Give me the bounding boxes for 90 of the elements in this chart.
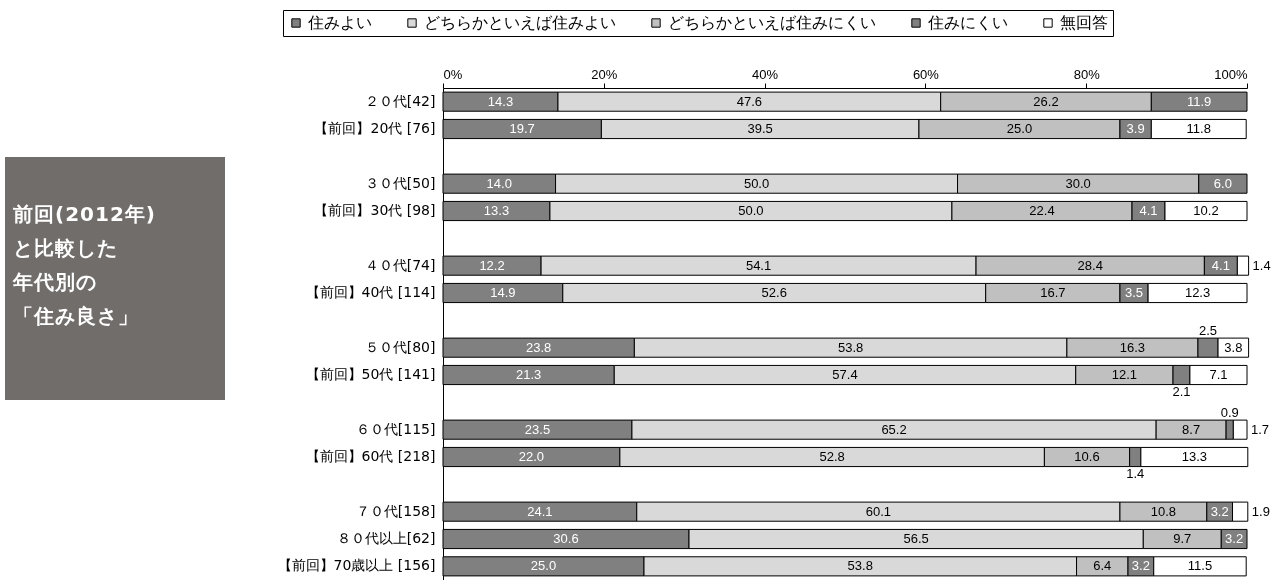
- data-label: 3.2: [1225, 531, 1244, 546]
- data-label: 23.5: [524, 421, 551, 437]
- data-label: 10.6: [1074, 449, 1100, 464]
- data-label: 50.0: [743, 175, 770, 191]
- data-label: 8.7: [1182, 421, 1201, 437]
- legend-label: 住みにくい: [927, 13, 1008, 32]
- data-label: 56.5: [903, 531, 929, 546]
- y-tick-label: ２０代[42]: [364, 92, 436, 109]
- data-label: 23.8: [526, 339, 552, 355]
- data-label: 14.9: [490, 285, 516, 300]
- data-label: 1.4: [1252, 257, 1271, 273]
- data-label: 1.4: [1126, 466, 1145, 481]
- data-label: 22.4: [1029, 203, 1055, 218]
- data-label: 22.0: [518, 449, 545, 464]
- text: 年代別の: [13, 269, 98, 296]
- data-label: 12.3: [1184, 285, 1211, 300]
- data-label: 2.5: [1198, 322, 1218, 338]
- data-label: 11.5: [1187, 558, 1213, 574]
- legend-label: どちらかといえば住みにくい: [668, 13, 876, 32]
- data-label: 60.1: [865, 503, 892, 519]
- data-label: 3.5: [1125, 285, 1144, 300]
- data-label: 3.2: [1210, 503, 1229, 519]
- data-label: 25.0: [1006, 121, 1033, 136]
- data-label: 24.1: [527, 503, 553, 519]
- y-tick-label: 【前回】30代 [98]: [314, 202, 436, 218]
- data-label: 54.1: [745, 257, 772, 273]
- x-tick-label: 40%: [752, 66, 779, 82]
- data-label: 9.7: [1173, 531, 1192, 546]
- data-label: 16.3: [1119, 339, 1146, 355]
- y-tick-label: 【前回】20代 [76]: [314, 120, 436, 136]
- data-label: 3.2: [1131, 558, 1150, 574]
- data-label: 13.3: [483, 203, 510, 218]
- data-label: 0.9: [1220, 404, 1239, 420]
- data-label: 10.2: [1193, 203, 1219, 218]
- data-label: 11.8: [1186, 121, 1211, 136]
- y-tick-label: ３０代[50]: [364, 174, 436, 191]
- data-label: 53.8: [837, 339, 864, 355]
- data-label: 3.9: [1126, 121, 1145, 136]
- data-label: 65.2: [881, 421, 907, 437]
- data-label: 57.4: [832, 367, 858, 382]
- y-tick-label: 【前回】60代 [218]: [305, 448, 436, 464]
- data-label: 11.9: [1186, 93, 1212, 109]
- data-label: 14.0: [486, 175, 512, 191]
- data-label: 12.1: [1111, 367, 1138, 382]
- legend-label: 無回答: [1060, 13, 1108, 32]
- text: 前回(2012年): [13, 201, 157, 228]
- data-label: 13.3: [1181, 449, 1207, 464]
- x-tick-label: 20%: [591, 66, 618, 82]
- y-tick-label: 【前回】50代 [141]: [305, 366, 436, 382]
- y-tick-label: ５０代[80]: [364, 338, 436, 355]
- data-label: 26.2: [1033, 93, 1059, 109]
- data-label: 1.9: [1251, 503, 1270, 519]
- data-label: 47.6: [736, 93, 762, 109]
- text: 「住み良さ」: [13, 303, 140, 330]
- data-label: 6.0: [1213, 175, 1232, 191]
- data-label: 2.1: [1172, 384, 1191, 399]
- y-tick-label: ４０代[74]: [364, 256, 436, 273]
- y-tick-label: 【前回】70歳以上 [156]: [277, 557, 436, 574]
- x-tick-label: 80%: [1073, 66, 1101, 82]
- y-tick-label: ６０代[115]: [355, 420, 436, 437]
- y-tick-label: 【前回】40代 [114]: [305, 284, 436, 300]
- legend-label: どちらかといえば住みよい: [424, 13, 616, 32]
- y-tick-label: ８０代以上[62]: [336, 530, 436, 546]
- x-tick-label: 0%: [443, 66, 463, 82]
- data-label: 53.8: [847, 558, 873, 574]
- data-label: 52.6: [761, 285, 787, 300]
- data-label: 4.1: [1139, 203, 1158, 218]
- y-tick-label: ７０代[158]: [355, 502, 436, 519]
- data-label: 14.3: [487, 93, 514, 109]
- data-label: 4.1: [1211, 257, 1230, 273]
- data-label: 50.0: [738, 203, 764, 218]
- data-label: 28.4: [1077, 257, 1103, 273]
- data-label: 19.7: [509, 121, 535, 136]
- text: と比較した: [13, 235, 119, 262]
- data-label: 10.8: [1150, 503, 1177, 519]
- data-label: 1.7: [1251, 421, 1270, 437]
- data-label: 12.2: [479, 257, 505, 273]
- data-label: 21.3: [515, 367, 542, 382]
- legend-label: 住みよい: [307, 13, 372, 32]
- data-label: 30.0: [1065, 175, 1091, 191]
- data-label: 52.8: [819, 449, 845, 464]
- data-label: 6.4: [1093, 558, 1112, 574]
- data-label: 30.6: [553, 531, 579, 546]
- data-label: 25.0: [530, 558, 557, 574]
- x-tick-label: 60%: [912, 66, 940, 82]
- data-label: 16.7: [1040, 285, 1066, 300]
- data-label: 3.8: [1224, 339, 1243, 355]
- x-tick-label: 100%: [1214, 66, 1248, 82]
- data-label: 39.5: [747, 121, 773, 136]
- data-label: 7.1: [1209, 367, 1228, 382]
